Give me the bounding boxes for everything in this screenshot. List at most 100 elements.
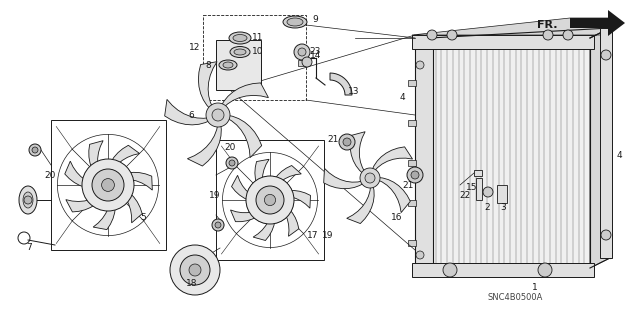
Polygon shape (412, 18, 612, 35)
Circle shape (264, 194, 276, 206)
Circle shape (302, 57, 312, 67)
Text: SNC4B0500A: SNC4B0500A (487, 293, 542, 302)
Ellipse shape (287, 18, 303, 26)
Bar (412, 35, 594, 49)
Polygon shape (377, 177, 410, 212)
Bar (408, 240, 416, 246)
Circle shape (601, 50, 611, 60)
Circle shape (29, 144, 41, 156)
Text: 20: 20 (44, 170, 56, 180)
Bar (216, 40, 261, 90)
Bar (203, 15, 306, 100)
Polygon shape (276, 201, 299, 236)
Bar (408, 80, 416, 86)
Polygon shape (590, 28, 610, 268)
Polygon shape (226, 115, 262, 158)
Text: 9: 9 (312, 16, 318, 25)
Text: 8: 8 (205, 62, 211, 70)
Polygon shape (347, 185, 374, 224)
Bar (408, 200, 416, 206)
Polygon shape (324, 168, 365, 189)
Ellipse shape (234, 49, 246, 55)
Ellipse shape (19, 186, 37, 214)
Text: 1: 1 (532, 283, 538, 292)
Polygon shape (253, 205, 275, 241)
Bar (51, 120, 166, 250)
Circle shape (543, 30, 553, 40)
Circle shape (365, 173, 375, 183)
Text: 22: 22 (460, 190, 470, 199)
Text: 21: 21 (327, 136, 339, 145)
Bar (430, 38, 590, 268)
Text: 18: 18 (186, 278, 198, 287)
Circle shape (343, 138, 351, 146)
Bar (476, 178, 482, 200)
Circle shape (102, 179, 115, 191)
Circle shape (443, 263, 457, 277)
Circle shape (360, 168, 380, 188)
Polygon shape (230, 205, 268, 222)
Circle shape (483, 187, 493, 197)
Text: 3: 3 (500, 203, 506, 211)
Text: 6: 6 (188, 110, 194, 120)
Text: 10: 10 (252, 48, 264, 56)
Bar (430, 38, 590, 268)
Polygon shape (221, 83, 268, 108)
Text: 11: 11 (252, 33, 264, 42)
Circle shape (416, 61, 424, 69)
Polygon shape (115, 186, 142, 223)
Polygon shape (188, 123, 221, 166)
Circle shape (180, 255, 210, 285)
Text: 16: 16 (391, 213, 403, 222)
Circle shape (407, 167, 423, 183)
Polygon shape (198, 62, 217, 110)
Circle shape (563, 30, 573, 40)
Text: 12: 12 (189, 43, 201, 53)
Text: 19: 19 (323, 231, 333, 240)
Ellipse shape (23, 192, 33, 208)
Bar (415, 42, 433, 264)
Text: 23: 23 (309, 48, 321, 56)
Bar (412, 263, 594, 277)
Polygon shape (93, 191, 115, 230)
Circle shape (416, 251, 424, 259)
Circle shape (189, 264, 201, 276)
Circle shape (32, 147, 38, 153)
Circle shape (298, 48, 306, 56)
Bar (600, 28, 612, 258)
Circle shape (24, 196, 32, 204)
Circle shape (206, 103, 230, 127)
Polygon shape (113, 172, 152, 190)
Circle shape (411, 171, 419, 179)
Ellipse shape (283, 16, 307, 28)
Text: 4: 4 (616, 151, 622, 160)
Polygon shape (570, 10, 625, 36)
Bar (408, 120, 416, 126)
Polygon shape (65, 161, 102, 188)
Circle shape (226, 157, 238, 169)
Text: 5: 5 (140, 213, 146, 222)
Polygon shape (255, 159, 269, 196)
Text: 4: 4 (399, 93, 405, 101)
Text: FR.: FR. (536, 20, 557, 30)
Polygon shape (164, 100, 211, 125)
Text: 15: 15 (467, 183, 477, 192)
Ellipse shape (219, 60, 237, 70)
Circle shape (256, 186, 284, 214)
Polygon shape (66, 190, 106, 212)
Text: 14: 14 (310, 50, 322, 60)
Circle shape (212, 219, 224, 231)
Polygon shape (269, 166, 301, 194)
Text: 13: 13 (348, 87, 360, 97)
Circle shape (447, 30, 457, 40)
Bar (216, 140, 324, 260)
Circle shape (82, 159, 134, 211)
Text: 20: 20 (224, 143, 236, 152)
Circle shape (215, 222, 221, 228)
Polygon shape (232, 175, 264, 202)
Bar (298, 60, 306, 66)
Circle shape (294, 44, 310, 60)
Polygon shape (89, 141, 104, 182)
Circle shape (170, 245, 220, 295)
Polygon shape (275, 190, 310, 208)
